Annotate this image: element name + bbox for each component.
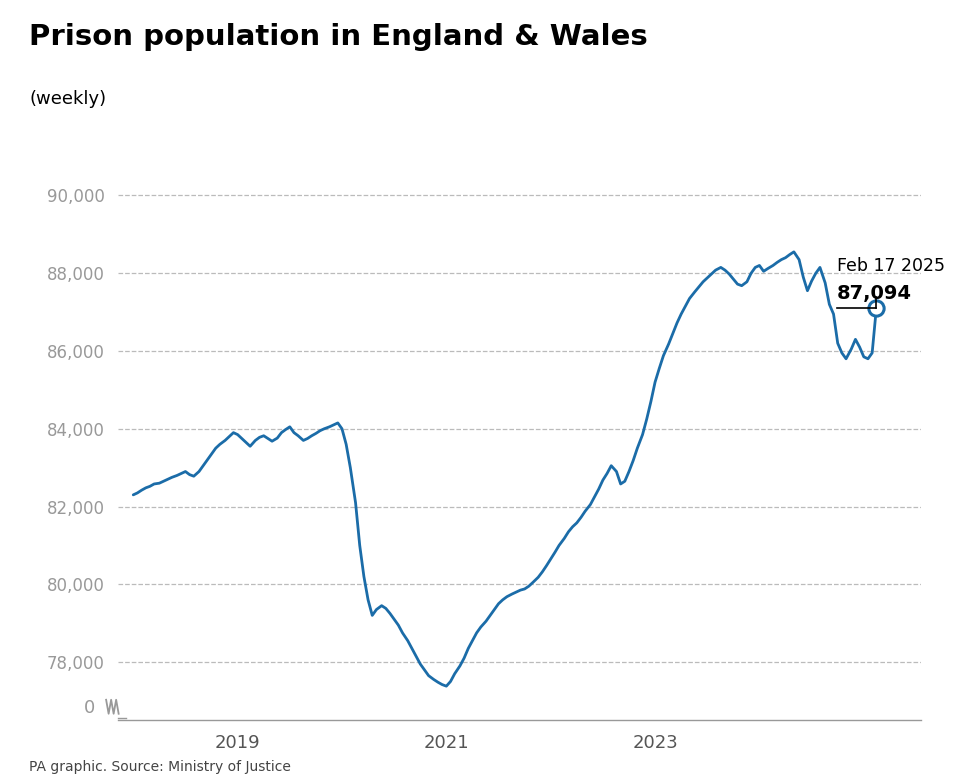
Text: (weekly): (weekly) bbox=[29, 90, 107, 108]
Text: 87,094: 87,094 bbox=[837, 283, 911, 303]
Text: 0: 0 bbox=[83, 699, 95, 717]
Text: PA graphic. Source: Ministry of Justice: PA graphic. Source: Ministry of Justice bbox=[29, 760, 291, 774]
Text: Feb 17 2025: Feb 17 2025 bbox=[837, 258, 945, 276]
Text: Prison population in England & Wales: Prison population in England & Wales bbox=[29, 23, 648, 52]
